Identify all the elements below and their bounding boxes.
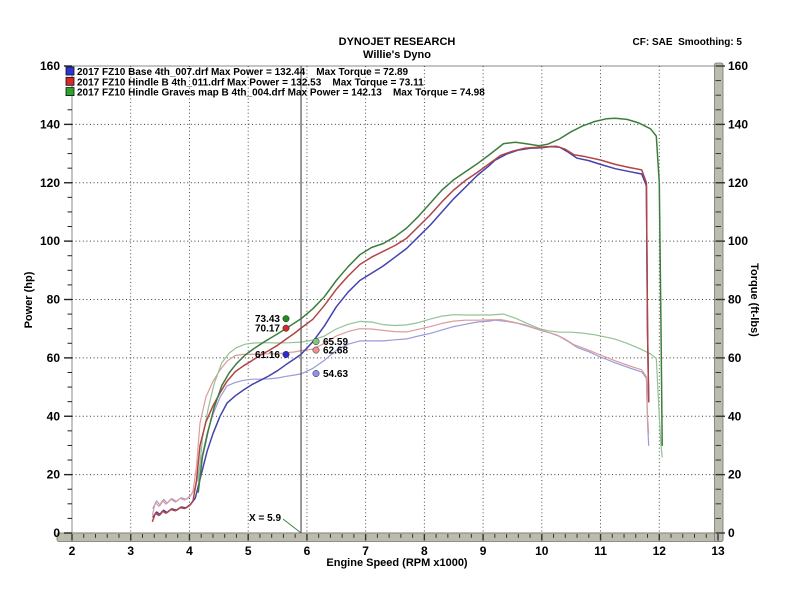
legend-marker-hindle-graves <box>65 87 75 96</box>
gridlines <box>72 66 718 533</box>
legend-row-hindle[interactable]: 2017 FZ10 Hindle B 4th_011.drf Max Power… <box>65 76 424 88</box>
x-tick-label: 9 <box>480 544 487 558</box>
cursor-readout-dot-power <box>282 315 290 323</box>
correction-smoothing-label: CF: SAE Smoothing: 5 <box>633 37 743 48</box>
y-right-tick-label: 20 <box>728 468 742 482</box>
plot-area[interactable] <box>71 65 719 534</box>
cursor-readout-dot-torque <box>312 370 320 377</box>
x-tick-label: 12 <box>653 544 667 558</box>
chart-title: DYNOJET RESEARCH <box>339 36 456 48</box>
y-axis-label-power: Power (hp) <box>23 271 35 328</box>
y-left-tick-label: 100 <box>40 234 60 248</box>
y-left-tick-label: 60 <box>47 351 61 365</box>
legend-label-hindle: 2017 FZ10 Hindle B 4th_011.drf Max Power… <box>77 77 424 88</box>
y-left-tick-label: 80 <box>47 293 61 307</box>
axis-ticks <box>64 65 725 541</box>
legend-label-hindle-graves: 2017 FZ10 Hindle Graves map B 4th_004.dr… <box>77 88 485 99</box>
y-right-tick-label: 140 <box>728 117 748 131</box>
y-left-tick-label: 160 <box>40 59 60 73</box>
y-left-tick-label: 140 <box>40 117 60 131</box>
x-tick-label: 6 <box>304 544 311 558</box>
y-right-tick-label: 80 <box>728 293 742 307</box>
x-tick-label: 7 <box>362 544 369 558</box>
cursor-readout-value-power: 73.43 <box>255 314 280 325</box>
dyno-curves <box>151 117 663 523</box>
y-left-tick-label: 0 <box>53 526 60 540</box>
cursor-readout-dot-torque <box>312 338 320 346</box>
y-left-tick-label: 20 <box>47 468 61 482</box>
curve-hindle-torque <box>151 319 650 516</box>
curve-graves-torque <box>197 313 663 482</box>
x-tick-label: 10 <box>535 544 549 558</box>
curve-graves-power <box>197 117 663 493</box>
x-tick-label: 3 <box>127 544 134 558</box>
x-tick-label: 5 <box>245 544 252 558</box>
legend: 2017 FZ10 Base 4th_007.drf Max Power = 1… <box>65 66 485 99</box>
y-right-tick-label: 160 <box>728 59 748 73</box>
y-right-tick-label: 60 <box>728 351 742 365</box>
x-tick-label: 4 <box>186 544 193 558</box>
y-right-tick-label: 0 <box>728 526 735 540</box>
cursor-readout-value-torque: 65.59 <box>323 337 348 348</box>
cursor-callout-line <box>282 518 301 533</box>
y-right-tick-label: 100 <box>728 234 748 248</box>
x-tick-label: 13 <box>711 544 725 558</box>
x-tick-label: 2 <box>69 544 76 558</box>
x-tick-label: 8 <box>421 544 428 558</box>
cursor-position-label: X = 5.9 <box>249 513 281 524</box>
cursor-readout-dot-power <box>282 351 290 358</box>
x-tick-label: 11 <box>594 544 607 558</box>
legend-row-hindle-graves[interactable]: 2017 FZ10 Hindle Graves map B 4th_004.dr… <box>65 87 485 99</box>
y-right-tick-label: 120 <box>728 176 748 190</box>
curve-hindle-power <box>151 145 650 523</box>
chart-subtitle: Willie's Dyno <box>363 49 431 61</box>
cursor-readout-value-torque: 54.63 <box>323 369 348 380</box>
legend-marker-hindle <box>65 76 75 86</box>
legend-marker-base <box>65 66 75 76</box>
y-left-tick-label: 40 <box>47 409 61 423</box>
x-axis-bar <box>56 532 724 542</box>
y-axis-label-torque: Torque (ft-lbs) <box>748 263 760 337</box>
cursor-readout-dot-torque <box>312 346 320 354</box>
legend-row-base[interactable]: 2017 FZ10 Base 4th_007.drf Max Power = 1… <box>65 66 409 78</box>
y-right-tick-label: 40 <box>728 409 742 423</box>
y2-axis-bar <box>714 62 724 542</box>
x-axis-label: Engine Speed (RPM x1000) <box>326 557 468 569</box>
cursor-readout-value-power: 61.16 <box>255 350 280 361</box>
cursor-readout-value-power: 70.17 <box>255 324 280 335</box>
y-left-tick-label: 120 <box>40 176 60 190</box>
cursor-readout-dot-power <box>282 324 290 332</box>
legend-label-base: 2017 FZ10 Base 4th_007.drf Max Power = 1… <box>77 67 409 78</box>
cursor-readout-value-torque: 62.68 <box>323 346 348 357</box>
